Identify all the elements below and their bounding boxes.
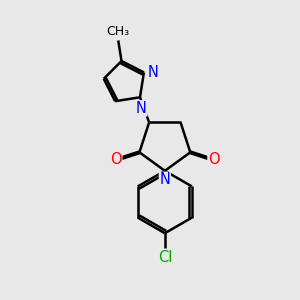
Text: N: N [148,65,158,80]
Text: O: O [110,152,122,167]
Text: Cl: Cl [158,250,172,266]
Text: CH₃: CH₃ [107,25,130,38]
Text: N: N [159,172,170,187]
Text: N: N [136,101,147,116]
Text: O: O [208,152,220,167]
